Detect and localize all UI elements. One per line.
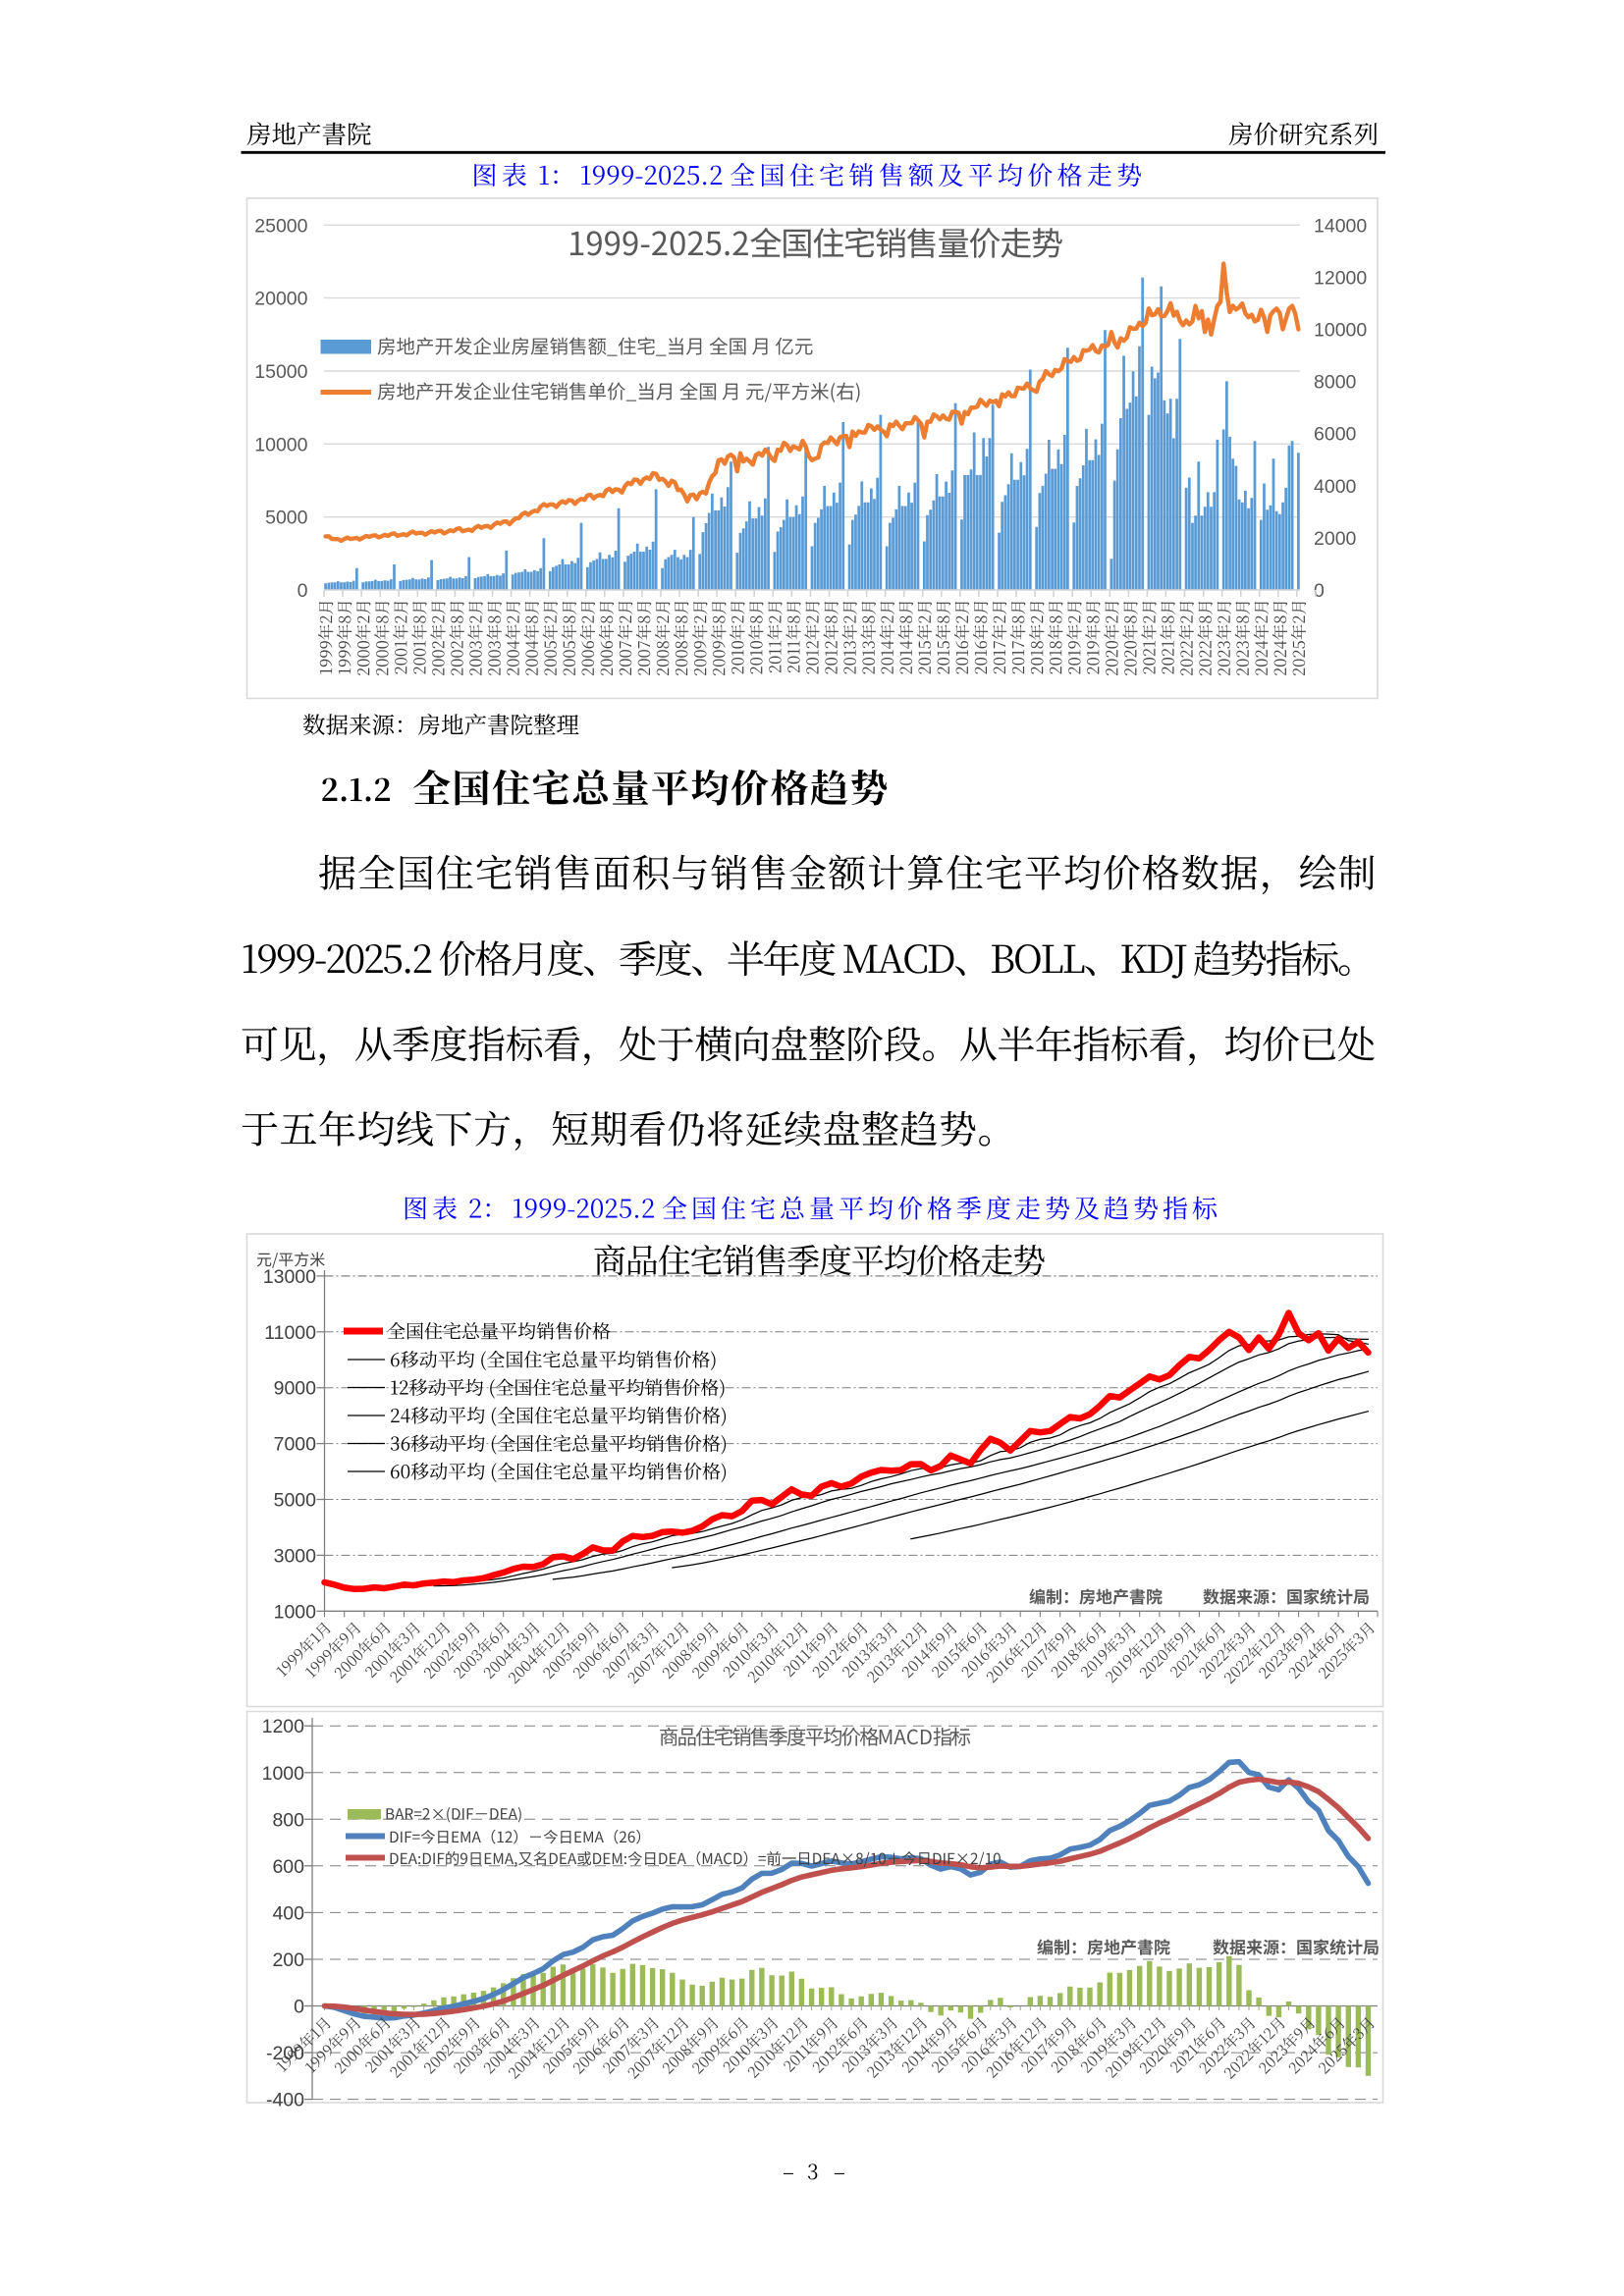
svg-text:1000: 1000 — [274, 1601, 317, 1623]
svg-text:2000: 2000 — [1314, 528, 1357, 550]
svg-text:800: 800 — [272, 1809, 304, 1831]
svg-text:14000: 14000 — [1314, 215, 1367, 237]
svg-text:-200: -200 — [266, 2043, 304, 2064]
svg-text:10000: 10000 — [1314, 320, 1367, 342]
svg-text:-400: -400 — [266, 2090, 304, 2111]
svg-text:3000: 3000 — [274, 1545, 317, 1567]
svg-text:12000: 12000 — [1314, 267, 1367, 289]
svg-text:7000: 7000 — [274, 1434, 317, 1456]
svg-text:4000: 4000 — [1314, 476, 1357, 498]
svg-text:13000: 13000 — [263, 1266, 316, 1288]
svg-text:10000: 10000 — [254, 434, 307, 455]
svg-text:1200: 1200 — [262, 1716, 305, 1737]
svg-text:200: 200 — [272, 1949, 304, 1971]
svg-text:8000: 8000 — [1314, 372, 1357, 394]
svg-text:20000: 20000 — [254, 289, 307, 310]
svg-text:5000: 5000 — [274, 1490, 317, 1512]
svg-text:6000: 6000 — [1314, 424, 1357, 446]
svg-text:9000: 9000 — [274, 1378, 317, 1400]
svg-text:11000: 11000 — [264, 1322, 316, 1344]
svg-text:25000: 25000 — [254, 215, 307, 237]
svg-text:400: 400 — [272, 1902, 304, 1924]
svg-text:5000: 5000 — [265, 507, 308, 529]
svg-text:15000: 15000 — [254, 361, 307, 383]
svg-text:0: 0 — [294, 1997, 304, 2018]
svg-text:0: 0 — [298, 580, 308, 602]
svg-text:1000: 1000 — [262, 1763, 305, 1785]
svg-text:0: 0 — [1314, 580, 1325, 602]
svg-text:600: 600 — [272, 1856, 304, 1878]
